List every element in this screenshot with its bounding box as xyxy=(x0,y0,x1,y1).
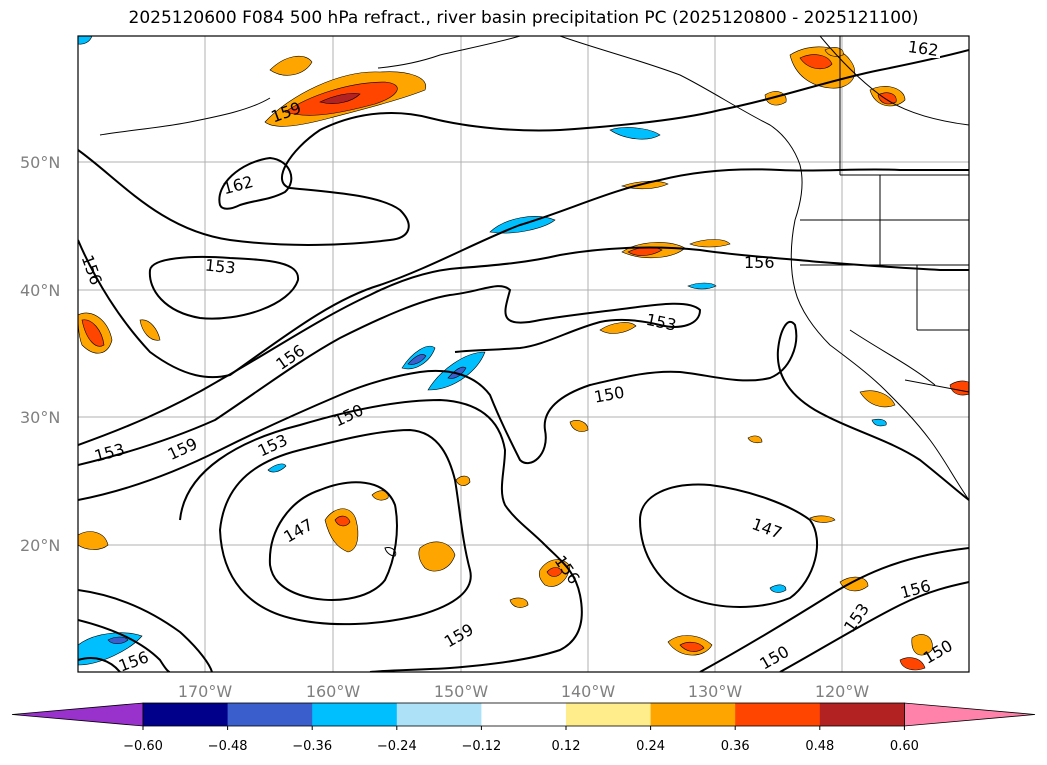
contour-layer xyxy=(78,49,969,672)
contour-southeast xyxy=(699,547,969,672)
precip-fill-layer xyxy=(78,36,969,671)
anomaly-patch-blue-1 xyxy=(609,127,661,140)
colorbar-segment xyxy=(227,703,313,726)
graticule xyxy=(78,36,969,672)
lat-label-40: 40°N xyxy=(20,281,60,300)
contour-153-closed xyxy=(148,255,300,320)
anomaly-patch-hawaii xyxy=(324,508,359,553)
colorbar-tick-label: −0.36 xyxy=(292,739,332,754)
contour-159 xyxy=(78,168,969,379)
lat-label-50: 50°N xyxy=(20,153,60,172)
longitude-labels: 170°W 160°W 150°W 140°W 130°W 120°W xyxy=(178,682,870,701)
colorbar-extend-high xyxy=(904,702,1036,727)
contour-147-east xyxy=(638,483,819,608)
lon-label-150w: 150°W xyxy=(434,682,489,701)
latitude-labels: 50°N 40°N 30°N 20°N xyxy=(20,153,60,555)
colorbar-frame xyxy=(142,702,905,727)
contour-150 xyxy=(78,320,969,501)
colorbar-tick-label: 0.24 xyxy=(636,739,665,754)
colorbar-tick-label: −0.60 xyxy=(123,739,163,754)
colorbar-tick-label: 0.12 xyxy=(552,739,581,754)
colorbar-segment xyxy=(735,703,821,726)
lat-label-20: 20°N xyxy=(20,536,60,555)
colorbar-segment xyxy=(143,703,229,726)
colorbar-segment xyxy=(650,703,736,726)
contour-south-loop xyxy=(179,398,583,672)
colorbar-extend-low xyxy=(11,702,144,727)
colorbar-tick-label: −0.48 xyxy=(208,739,248,754)
colorbar-segment xyxy=(566,703,652,726)
colorbar-tick-label: −0.12 xyxy=(461,739,501,754)
lon-label-140w: 140°W xyxy=(561,682,616,701)
contour-153 xyxy=(78,285,702,466)
map-frame xyxy=(77,35,970,673)
contour-label: 153 xyxy=(204,255,236,277)
colorbar-tick-label: 0.48 xyxy=(805,739,834,754)
colorbar: −0.60 −0.48 −0.36 −0.24 −0.12 0.12 0.24 0.36 0.4… xyxy=(11,702,1036,754)
contour-southwest xyxy=(78,619,171,672)
contour-156 xyxy=(78,246,969,446)
contour-162-north xyxy=(78,49,969,246)
colorbar-segment xyxy=(312,703,398,726)
contour-southeast-2 xyxy=(779,581,969,672)
contour-162-closed xyxy=(218,156,293,210)
colorbar-tick-label: 0.60 xyxy=(890,739,919,754)
lon-label-130w: 130°W xyxy=(688,682,743,701)
coastline xyxy=(99,36,969,557)
map-title: 2025120600 F084 500 hPa refract., river … xyxy=(128,8,919,28)
colorbar-segment xyxy=(481,703,567,726)
colorbar-segment xyxy=(396,703,482,726)
map-area xyxy=(78,36,969,672)
contour-inner-hawaii xyxy=(218,428,472,626)
lon-label-160w: 160°W xyxy=(306,682,361,701)
contour-label: 156 xyxy=(744,253,775,272)
contour-southwest-2 xyxy=(78,589,213,672)
lon-label-120w: 120°W xyxy=(815,682,870,701)
colorbar-segment xyxy=(819,703,905,726)
contour-label: 162 xyxy=(907,37,940,60)
colorbar-tick-label: −0.24 xyxy=(377,739,417,754)
colorbar-tick-label: 0.36 xyxy=(721,739,750,754)
lon-label-170w: 170°W xyxy=(178,682,233,701)
lat-label-30: 30°N xyxy=(20,408,60,427)
contour-147-west xyxy=(268,481,398,601)
